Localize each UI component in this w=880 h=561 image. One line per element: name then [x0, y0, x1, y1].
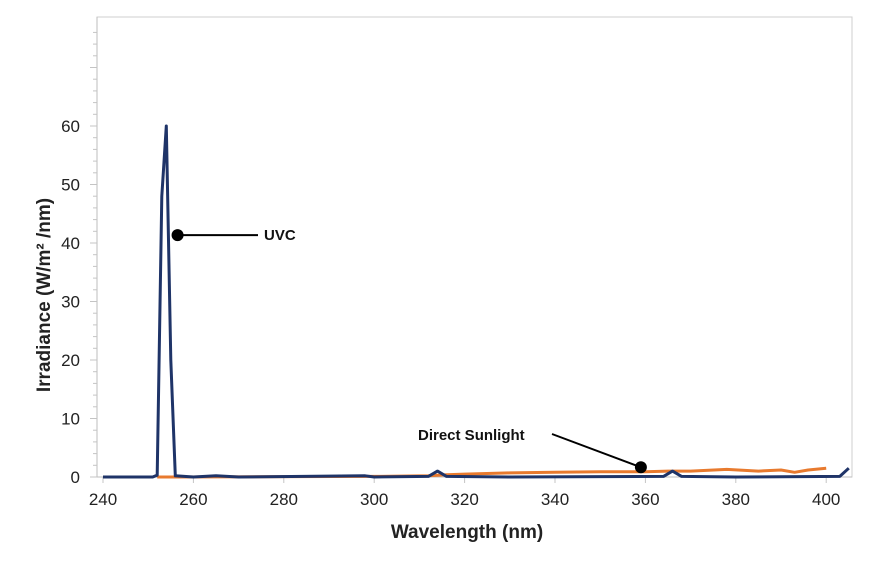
x-axis-label: Wavelength (nm): [391, 522, 543, 543]
x-tick-label: 360: [631, 490, 659, 509]
y-tick-label: 40: [61, 234, 80, 253]
y-tick-label: 10: [61, 410, 80, 429]
x-tick-label: 280: [270, 490, 298, 509]
sunlight-annotation: Direct Sunlight: [418, 427, 525, 444]
y-tick-label: 20: [61, 351, 80, 370]
x-tick-label: 380: [722, 490, 750, 509]
x-tick-label: 320: [450, 490, 478, 509]
x-tick-label: 240: [89, 490, 117, 509]
x-tick-label: 400: [812, 490, 840, 509]
sunlight-leader-line: [551, 433, 642, 469]
y-tick-label: 50: [61, 176, 80, 195]
uvc-annotation: UVC: [264, 227, 296, 244]
series-line-uvc: [103, 124, 850, 479]
x-tick-label: 340: [541, 490, 569, 509]
y-tick-label: 30: [61, 293, 80, 312]
x-tick-label: 260: [179, 490, 207, 509]
y-tick-label: 0: [71, 468, 80, 487]
plot-frame: [96, 16, 853, 478]
y-tick-label: 60: [61, 117, 80, 136]
y-axis-label: Irradiance (W/m² /nm): [34, 198, 55, 392]
x-tick-label: 300: [360, 490, 388, 509]
